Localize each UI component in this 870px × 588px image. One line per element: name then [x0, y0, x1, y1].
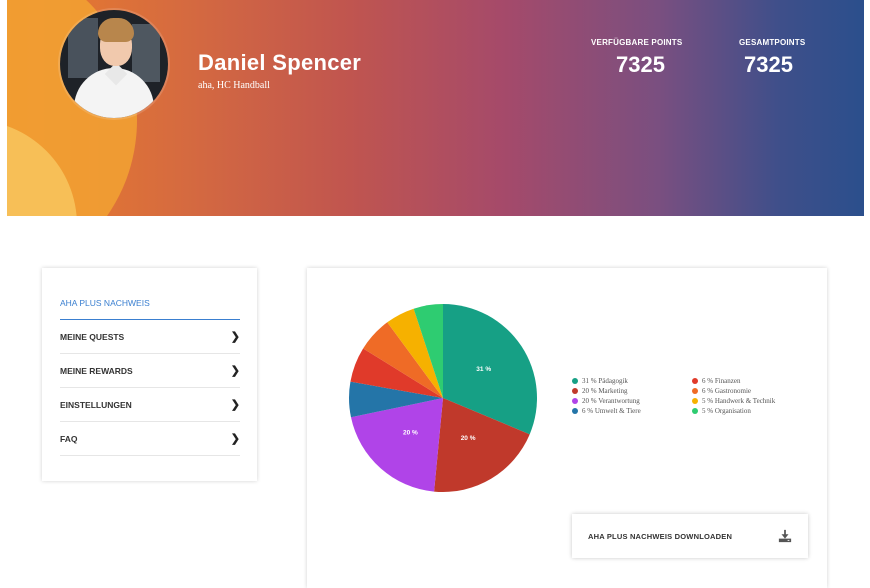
pie-slice[interactable] — [387, 308, 443, 398]
total-points-label: GESAMTPOINTS — [739, 38, 806, 47]
legend-item: 20 % Marketing — [572, 386, 692, 395]
chevron-right-icon: ❯ — [230, 433, 240, 445]
menu-item-label: FAQ — [60, 433, 78, 444]
pie-slice[interactable] — [350, 398, 443, 492]
user-name: Daniel Spencer — [198, 50, 362, 75]
pie-slice-label: 20 % — [403, 429, 418, 436]
pie-slice[interactable] — [443, 304, 537, 435]
legend-item: 20 % Verantwortung — [572, 396, 692, 405]
pie-slice[interactable] — [349, 381, 443, 418]
pie-slice[interactable] — [350, 348, 443, 398]
legend-item: 31 % Pädagogik — [572, 376, 692, 385]
chevron-right-icon: ❯ — [230, 399, 240, 411]
pie-slice[interactable] — [434, 398, 530, 492]
legend-item: 6 % Finanzen — [692, 376, 792, 385]
menu-item-meine-rewards[interactable]: MEINE REWARDS ❯ — [60, 354, 240, 388]
menu-item-label: AHA PLUS NACHWEIS — [60, 297, 150, 308]
legend-item: 6 % Gastronomie — [692, 386, 792, 395]
user-subtitle: aha, HC Handball — [198, 80, 270, 91]
download-button[interactable]: AHA PLUS NACHWEIS DOWNLOADEN — [572, 514, 808, 558]
pie-slice[interactable] — [363, 322, 443, 398]
legend-item: 5 % Handwerk & Technik — [692, 396, 792, 405]
pie-chart: 31 % 20 % 20 % — [349, 304, 537, 492]
menu-item-meine-quests[interactable]: MEINE QUESTS ❯ — [60, 320, 240, 354]
pie-slice-label: 20 % — [461, 435, 476, 442]
menu-item-label: MEINE QUESTS — [60, 331, 125, 342]
download-icon — [778, 529, 792, 543]
chart-legend: 31 % Pädagogik 6 % Finanzen 20 % Marketi… — [572, 376, 792, 415]
chevron-right-icon: ❯ — [230, 365, 240, 377]
total-points-value: 7325 — [744, 52, 793, 77]
chart-card: 31 % 20 % 20 % 31 % Pädagogik 6 % Finanzen… — [307, 268, 827, 588]
side-menu: AHA PLUS NACHWEIS MEINE QUESTS ❯ MEINE R… — [42, 268, 257, 481]
menu-item-label: MEINE REWARDS — [60, 365, 133, 376]
menu-item-einstellungen[interactable]: EINSTELLUNGEN ❯ — [60, 388, 240, 422]
legend-item: 6 % Umwelt & Tiere — [572, 406, 692, 415]
menu-item-faq[interactable]: FAQ ❯ — [60, 422, 240, 456]
avatar — [60, 10, 168, 118]
legend-item: 5 % Organisation — [692, 406, 792, 415]
chevron-right-icon: ❯ — [230, 331, 240, 343]
download-button-label: AHA PLUS NACHWEIS DOWNLOADEN — [588, 531, 733, 541]
menu-item-aha-plus-nachweis[interactable]: AHA PLUS NACHWEIS — [60, 286, 240, 320]
pie-slice[interactable] — [413, 304, 443, 398]
available-points-value: 7325 — [616, 52, 665, 77]
menu-item-label: EINSTELLUNGEN — [60, 399, 132, 410]
pie-slice-label: 31 % — [476, 366, 491, 373]
available-points-label: VERFÜGBARE POINTS — [591, 38, 683, 47]
